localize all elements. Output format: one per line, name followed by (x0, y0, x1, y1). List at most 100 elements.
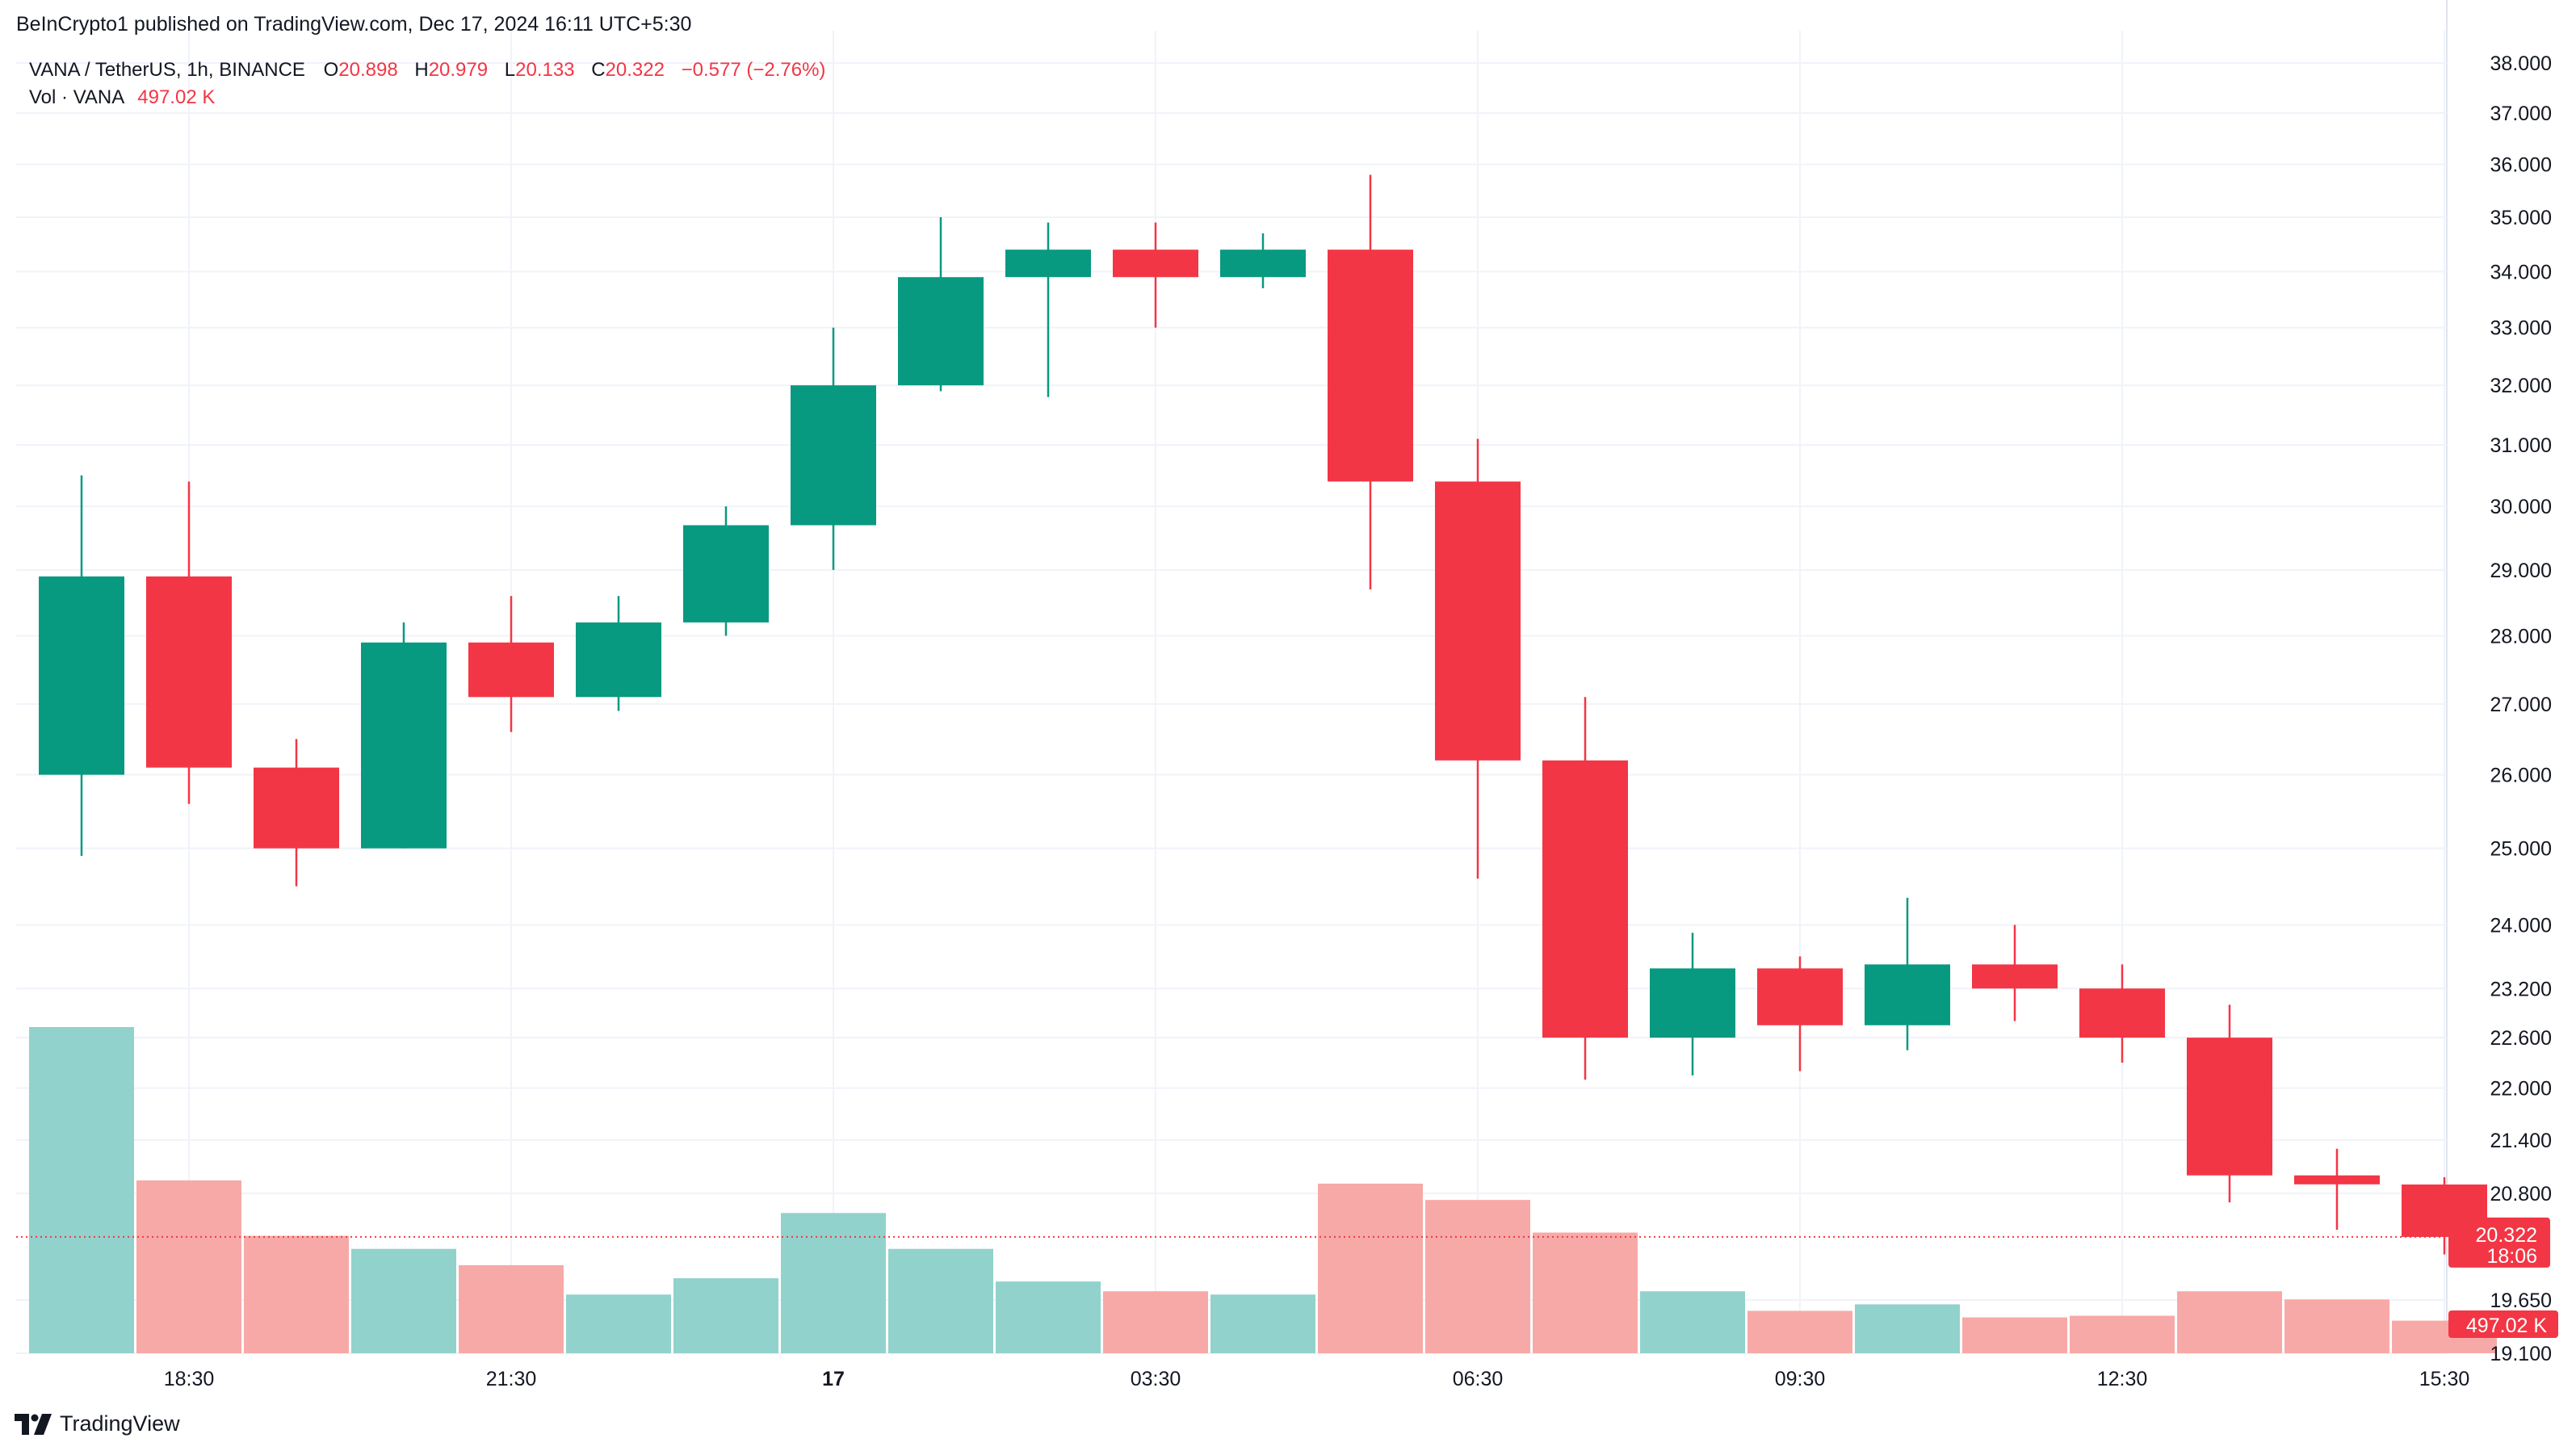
volume-bar (29, 1027, 134, 1353)
price-tick-label: 26.000 (2490, 765, 2552, 787)
publisher-line: BeInCrypto1 published on TradingView.com… (16, 13, 692, 36)
volume-bar (1425, 1200, 1530, 1353)
close-label: C (591, 59, 606, 81)
candles (39, 174, 2487, 1255)
price-tick-label: 21.400 (2490, 1130, 2552, 1152)
candle-body (2294, 1175, 2380, 1185)
volume-bar (136, 1180, 241, 1353)
volume-bar (1318, 1183, 1423, 1353)
tradingview-logo-icon (15, 1413, 52, 1435)
time-tick-label: 03:30 (1131, 1368, 1181, 1390)
time-axis[interactable]: 18:30 21:30 17 03:30 06:30 09:30 12:30 15:30 (164, 1368, 2470, 1390)
high-value: 20.979 (428, 59, 489, 81)
price-tick-label: 28.000 (2490, 625, 2552, 648)
candle-body (1542, 760, 1628, 1038)
volume-row: Vol · VANA 497.02 K (29, 84, 837, 111)
candle-body (1005, 249, 1091, 278)
volume-bar (1640, 1291, 1745, 1353)
candle-body (1972, 964, 2058, 989)
candle-body (361, 642, 447, 849)
candle-body (1865, 964, 1950, 1025)
change-value: −0.577 (−2.76%) (681, 59, 826, 81)
open-label: O (323, 59, 339, 81)
volume-bar (996, 1281, 1101, 1353)
price-tick-label: 37.000 (2490, 103, 2552, 125)
countdown-label: 18:06 (2486, 1245, 2537, 1268)
price-tick-label: 27.000 (2490, 694, 2552, 716)
price-tick-label: 22.000 (2490, 1078, 2552, 1101)
brand-name: TradingView (60, 1411, 180, 1436)
last-price-tag (2448, 1217, 2550, 1268)
price-tick-label: 35.000 (2490, 207, 2552, 229)
volume-bar (1855, 1304, 1960, 1353)
price-tick-label: 38.000 (2490, 52, 2552, 75)
symbol-title[interactable]: VANA / TetherUS, 1h, BINANCE (29, 59, 305, 81)
price-tick-label: 31.000 (2490, 434, 2552, 457)
chart-legend[interactable]: VANA / TetherUS, 1h, BINANCE O20.898 H20… (29, 57, 837, 111)
close-value: 20.322 (605, 59, 665, 81)
volume-bar (1962, 1317, 2067, 1353)
volume-bar (1103, 1291, 1208, 1353)
volume-bar (244, 1235, 349, 1353)
candle-body (2187, 1038, 2272, 1176)
candle-body (1650, 968, 1735, 1038)
price-tick-label: 33.000 (2490, 317, 2552, 340)
price-axis[interactable]: 38.000 37.000 36.000 35.000 34.000 33.000 32.0… (2490, 52, 2552, 1365)
candle-body (254, 767, 339, 849)
candle-body (1435, 481, 1521, 761)
candle-body (898, 277, 984, 386)
time-tick-label: 18:30 (164, 1368, 215, 1390)
volume-bar (2284, 1299, 2389, 1353)
time-tick-label: 09:30 (1775, 1368, 1826, 1390)
time-tick-label: 21:30 (486, 1368, 537, 1390)
candle-body (39, 576, 124, 775)
candle-body (1757, 968, 1843, 1025)
last-price-label: 20.322 (2476, 1224, 2537, 1247)
price-tick-label: 24.000 (2490, 915, 2552, 937)
time-tick-label: 17 (822, 1368, 845, 1390)
ohlc-row: VANA / TetherUS, 1h, BINANCE O20.898 H20… (29, 57, 837, 84)
price-tick-label: 30.000 (2490, 496, 2552, 518)
volume-bar (566, 1294, 671, 1353)
high-label: H (414, 59, 429, 81)
price-tick-label: 20.800 (2490, 1183, 2552, 1206)
volume-bar (673, 1278, 778, 1353)
price-tick-label: 34.000 (2490, 261, 2552, 283)
time-tick-label: 06:30 (1453, 1368, 1504, 1390)
price-tick-label: 23.200 (2490, 978, 2552, 1000)
time-tick-label: 15:30 (2419, 1368, 2470, 1390)
volume-bar (888, 1248, 993, 1353)
price-tick-label: 29.000 (2490, 560, 2552, 582)
price-tick-label: 19.650 (2490, 1289, 2552, 1312)
volume-bar (1747, 1310, 1852, 1353)
candle-body (791, 385, 876, 526)
volume-bar (2070, 1315, 2175, 1353)
last-volume-tag (2448, 1310, 2558, 1338)
price-tick-label: 36.000 (2490, 154, 2552, 177)
candle-body (1220, 249, 1306, 278)
volume-bar (351, 1248, 456, 1353)
price-tick-label: 32.000 (2490, 375, 2552, 397)
candle-body (683, 525, 769, 623)
candle-body (146, 576, 232, 768)
candle-body (1113, 249, 1198, 278)
candle-body (1328, 249, 1413, 482)
low-value: 20.133 (515, 59, 575, 81)
volume-bars (29, 1027, 2497, 1353)
tradingview-brand[interactable]: TradingView (15, 1411, 180, 1436)
candle-body (576, 622, 661, 698)
volume-label[interactable]: Vol · VANA (29, 86, 125, 108)
volume-bar (1533, 1232, 1638, 1353)
volume-bar (781, 1213, 886, 1353)
price-tick-label: 19.100 (2490, 1343, 2552, 1365)
price-tick-label: 22.600 (2490, 1027, 2552, 1050)
volume-bar (1210, 1294, 1315, 1353)
price-tick-label: 25.000 (2490, 838, 2552, 861)
volume-bar (459, 1264, 564, 1353)
last-volume-label: 497.02 K (2466, 1315, 2547, 1337)
candle-body (468, 642, 554, 698)
time-tick-label: 12:30 (2097, 1368, 2148, 1390)
open-value: 20.898 (338, 59, 398, 81)
